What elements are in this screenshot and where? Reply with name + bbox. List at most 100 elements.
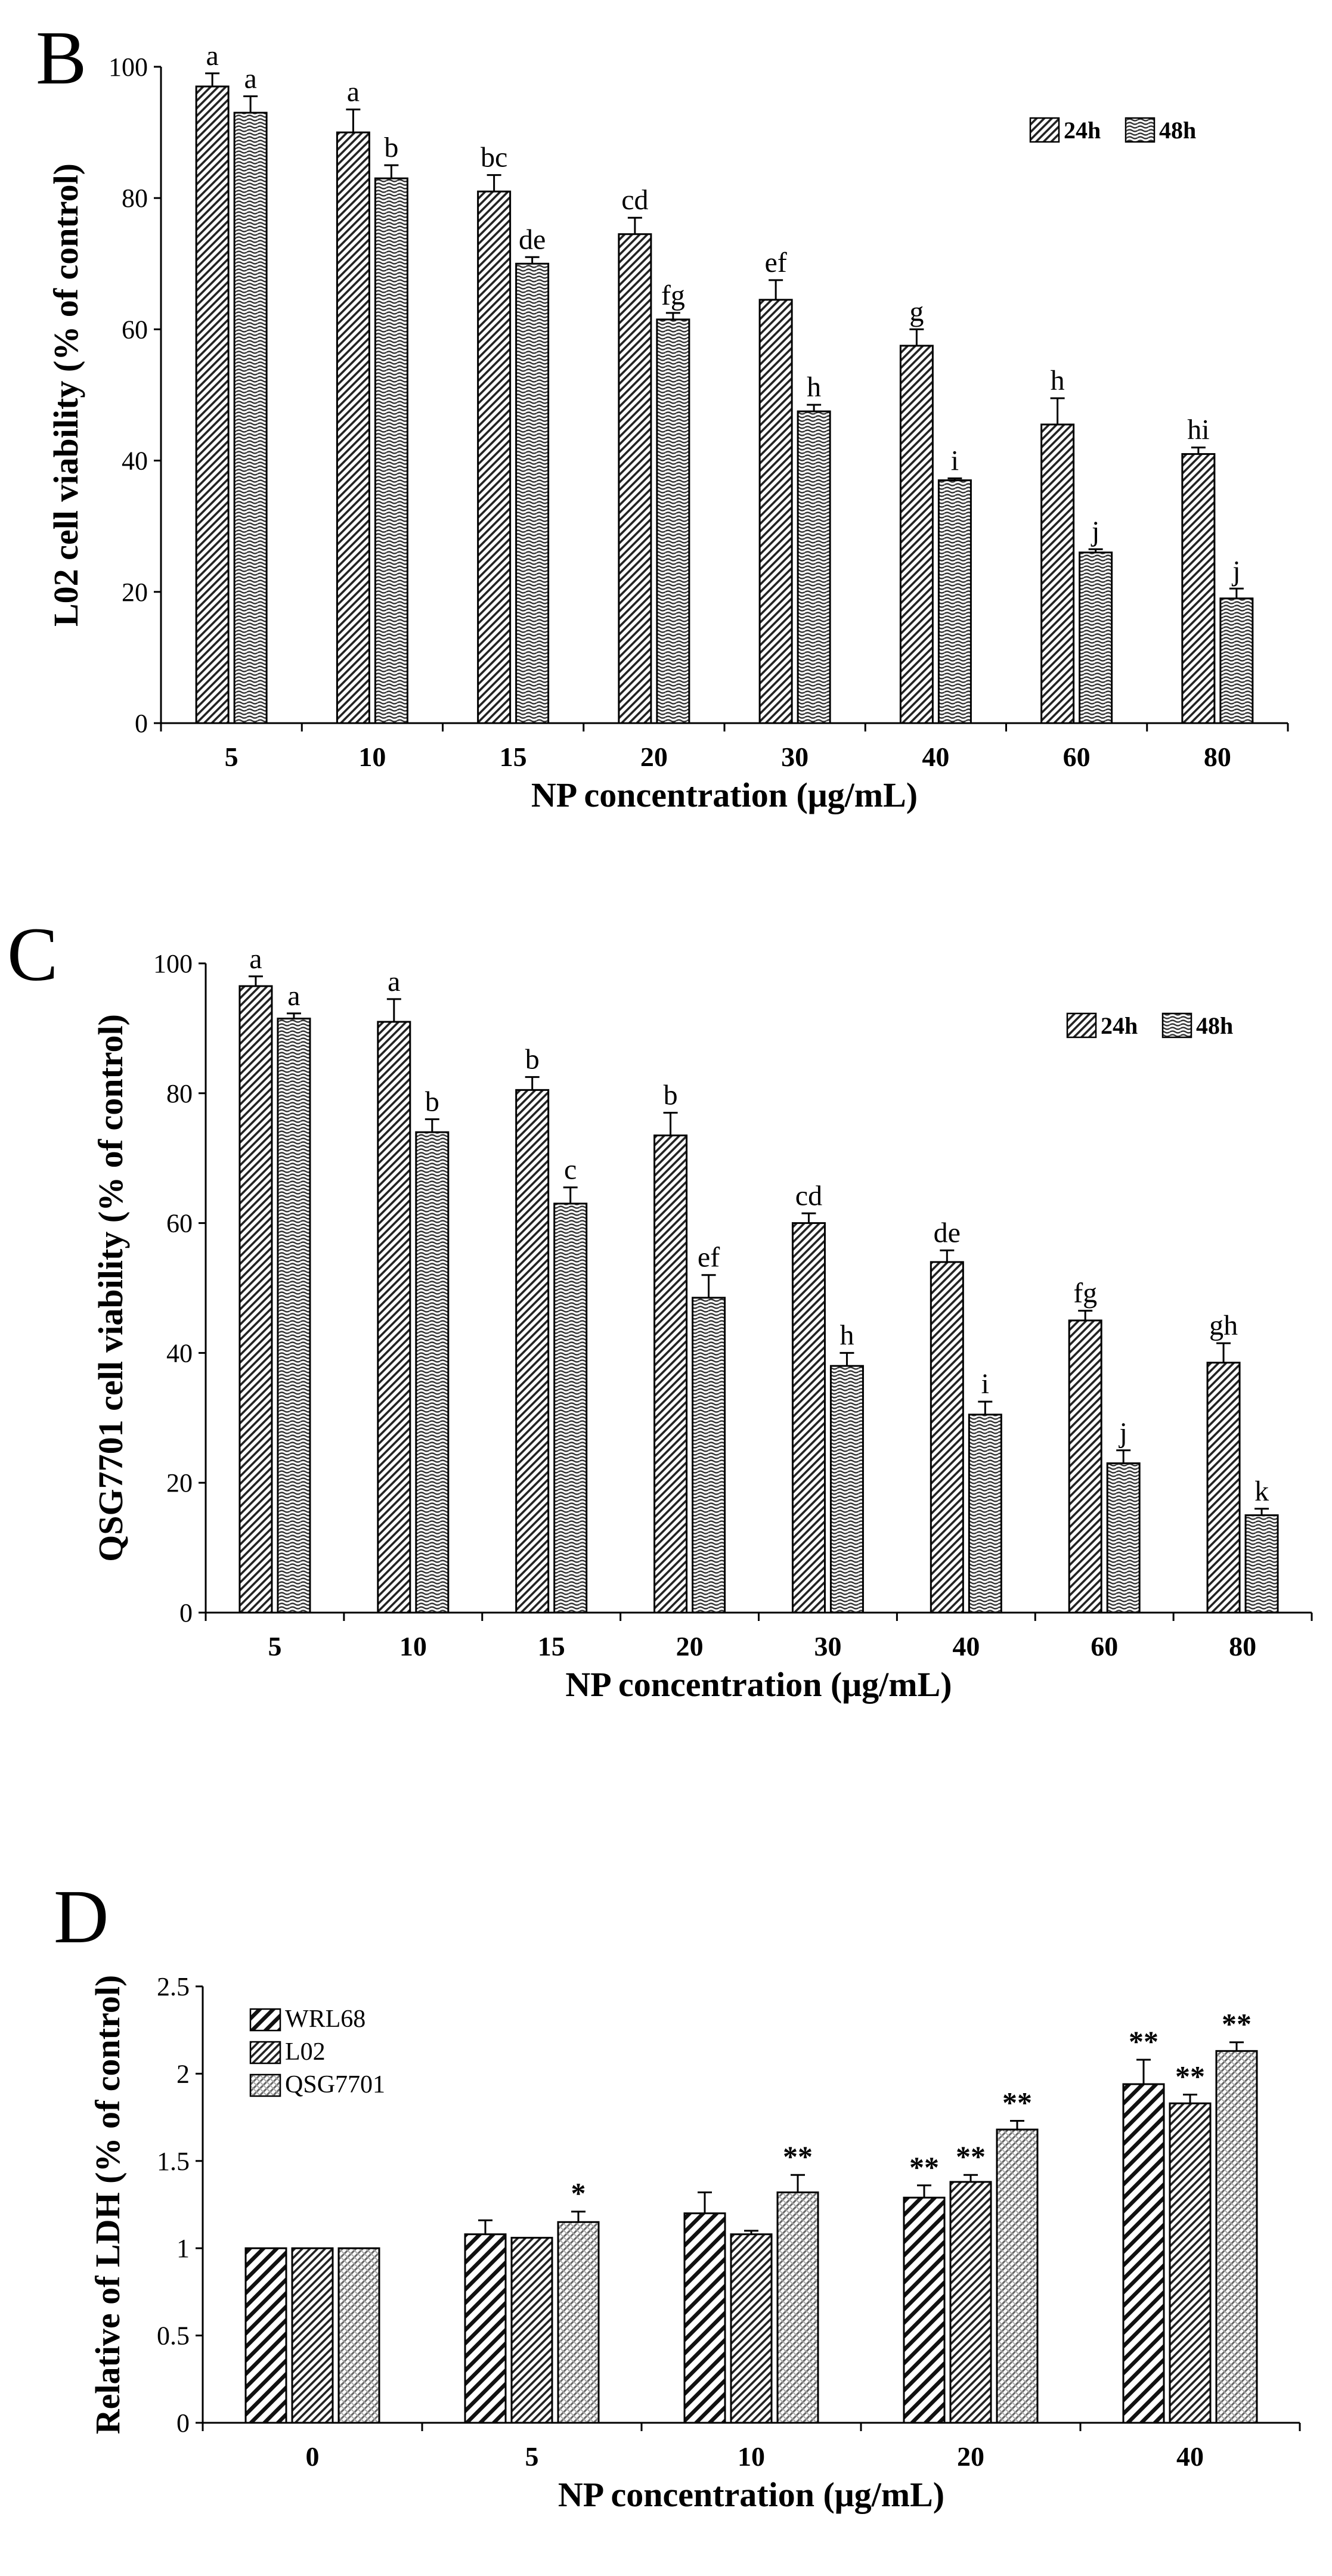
- bar-48h: [553, 1202, 588, 1614]
- bar-48h: [374, 177, 408, 724]
- bar-l02: [510, 2237, 553, 2424]
- group-letter-label: c: [564, 1154, 577, 1186]
- group-letter-label: h: [807, 371, 821, 403]
- x-tick-label: 40: [1176, 2441, 1204, 2472]
- legend-swatch: [1066, 1012, 1097, 1039]
- legend-label: 24h: [1064, 117, 1101, 144]
- x-tick-label: 80: [1229, 1631, 1256, 1661]
- group-letter-label: i: [951, 445, 959, 476]
- legend-swatch: [249, 2073, 281, 2097]
- x-tick-label: 5: [525, 2441, 539, 2472]
- panel-letter: C: [7, 912, 58, 997]
- group-letter-label: g: [909, 296, 924, 327]
- legend-swatch: [249, 2041, 281, 2064]
- bar-qsg7701: [557, 2221, 600, 2424]
- group-letter-label: fg: [1073, 1278, 1097, 1309]
- x-axis-title: NP concentration (μg/mL): [565, 1665, 952, 1704]
- y-tick-label: 2: [176, 2059, 190, 2088]
- bar-24h: [1068, 1319, 1102, 1614]
- x-axis-title: NP concentration (μg/mL): [531, 776, 918, 814]
- significance-label: **: [783, 2140, 813, 2173]
- bar-48h: [829, 1365, 864, 1614]
- bar-24h: [653, 1134, 688, 1614]
- x-tick-label: 10: [738, 2441, 765, 2472]
- group-letter-label: gh: [1209, 1310, 1238, 1341]
- x-tick-label: 20: [640, 742, 668, 772]
- legend-label: QSG7701: [285, 2071, 385, 2098]
- group-letter-label: h: [840, 1319, 854, 1351]
- group-letter-label: bc: [481, 142, 507, 173]
- group-letter-label: cd: [621, 184, 648, 216]
- y-tick-label: 60: [166, 1209, 193, 1238]
- bar-24h: [930, 1261, 964, 1614]
- group-letter-label: de: [934, 1217, 961, 1248]
- group-letter-label: b: [425, 1086, 439, 1117]
- legend-label: L02: [285, 2038, 326, 2066]
- bar-24h: [899, 345, 934, 724]
- y-tick-label: 0.5: [157, 2321, 190, 2351]
- group-letter-label: de: [519, 224, 546, 255]
- y-axis-title: Relative of LDH (% of control): [88, 1975, 127, 2434]
- bar-qsg7701: [776, 2191, 819, 2424]
- group-letter-label: hi: [1187, 414, 1209, 446]
- group-letter-label: h: [1051, 365, 1065, 396]
- bar-24h: [238, 985, 273, 1614]
- group-letter-label: a: [388, 966, 400, 997]
- legend-label: 48h: [1159, 117, 1196, 144]
- bar-48h: [797, 410, 831, 724]
- y-tick-label: 0: [135, 709, 148, 738]
- legend-swatch: [249, 2008, 281, 2032]
- group-letter-label: j: [1119, 1417, 1127, 1449]
- legend-swatch: [1125, 117, 1156, 143]
- y-axis-title: QSG7701 cell viability (% of control): [91, 1014, 130, 1562]
- y-tick-label: 60: [122, 315, 148, 344]
- legend-label: 48h: [1196, 1012, 1233, 1039]
- group-letter-label: a: [287, 980, 300, 1012]
- bar-24h: [1206, 1362, 1241, 1614]
- y-tick-label: 40: [122, 447, 148, 476]
- y-tick-label: 1: [176, 2234, 190, 2263]
- x-tick-label: 30: [814, 1631, 841, 1661]
- bar-wrl68: [244, 2247, 287, 2424]
- legend-swatch: [1029, 117, 1060, 143]
- y-axis-title: L02 cell viability (% of control): [47, 163, 85, 627]
- bar-48h: [1106, 1462, 1141, 1614]
- group-letter-label: b: [664, 1079, 678, 1111]
- y-tick-label: 20: [166, 1468, 193, 1498]
- panel-b: B0204060801005aa10ab15bcde20cdfg30efh40g…: [36, 16, 1289, 814]
- group-letter-label: b: [525, 1044, 540, 1075]
- bar-qsg7701: [1215, 2050, 1258, 2424]
- x-tick-label: 60: [1091, 1631, 1118, 1661]
- bar-48h: [1244, 1514, 1279, 1614]
- panel-c: C0204060801005aa10ab15bc20bef30cdh40dei6…: [7, 912, 1313, 1704]
- bar-24h: [195, 85, 230, 724]
- x-tick-label: 10: [399, 1631, 427, 1661]
- group-letter-label: fg: [661, 280, 685, 311]
- x-tick-label: 40: [922, 742, 949, 772]
- x-tick-label: 15: [500, 742, 527, 772]
- x-tick-label: 5: [225, 742, 238, 772]
- bar-48h: [415, 1131, 450, 1614]
- group-letter-label: a: [249, 943, 262, 975]
- panel-d: D 0 0.5 1 1.5 2 2.5 0 5 * 10 ** 20 ** ** ** 40 ** ** ** NP c…: [54, 1874, 1301, 2514]
- group-letter-label: i: [981, 1368, 989, 1400]
- legend: 24h 48h: [1066, 1012, 1233, 1039]
- group-letter-label: k: [1254, 1475, 1269, 1507]
- group-letter-label: a: [206, 40, 218, 72]
- x-tick-label: 0: [306, 2441, 320, 2472]
- y-tick-label: 1.5: [157, 2147, 190, 2176]
- significance-label: **: [956, 2140, 986, 2173]
- y-tick-label: 80: [166, 1079, 193, 1108]
- bar-48h: [277, 1018, 311, 1614]
- y-tick-label: 80: [122, 184, 148, 213]
- significance-label: **: [1222, 2007, 1252, 2041]
- panel-letter: D: [54, 1874, 109, 1959]
- bar-48h: [1079, 551, 1113, 724]
- bar-24h: [377, 1021, 411, 1614]
- bar-l02: [291, 2247, 334, 2424]
- legend: WRL68 L02 QSG7701: [249, 2005, 385, 2098]
- bar-24h: [515, 1089, 550, 1614]
- x-tick-label: 20: [957, 2441, 984, 2472]
- x-tick-label: 60: [1063, 742, 1091, 772]
